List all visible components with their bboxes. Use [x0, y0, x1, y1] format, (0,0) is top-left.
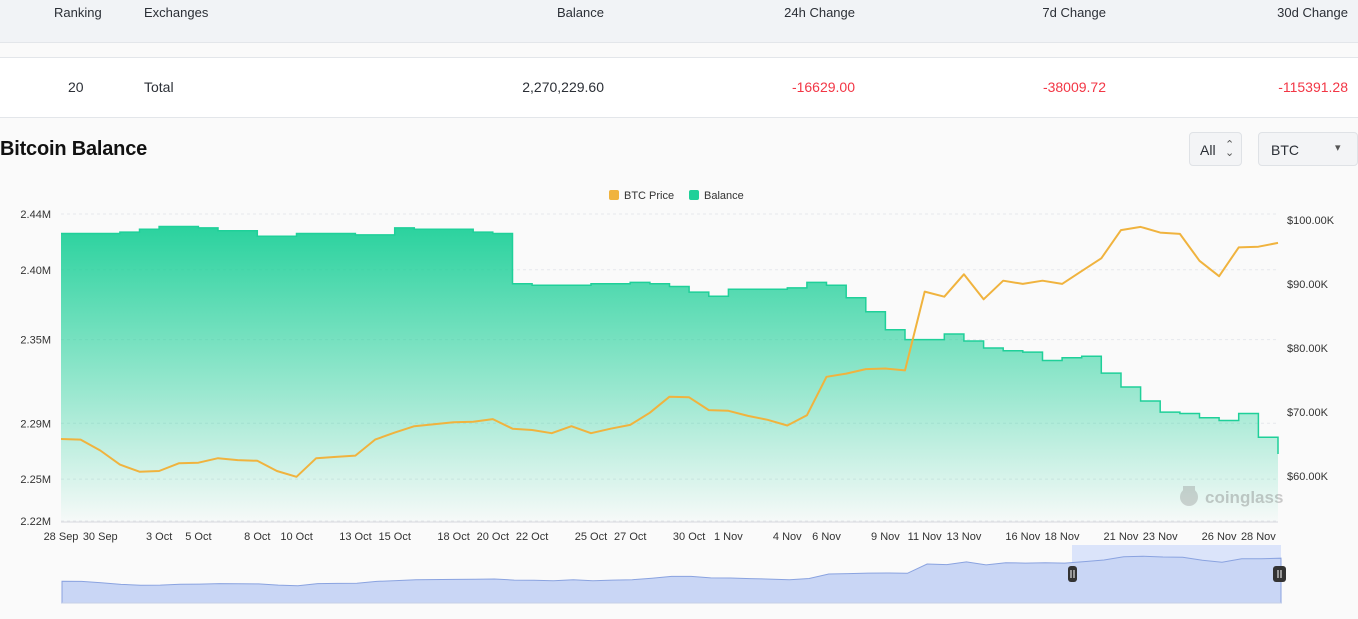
x-tick-label: 30 Oct: [673, 531, 705, 543]
legend-balance-swatch[interactable]: [689, 190, 699, 200]
row-24h-change: -16629.00: [791, 79, 855, 95]
overview-area: [61, 555, 1282, 604]
x-tick-label: 18 Oct: [437, 531, 469, 543]
chart-series: [60, 225, 1279, 521]
col-7d-change[interactable]: 7d Change: [1042, 5, 1106, 20]
x-tick-label: 8 Oct: [244, 531, 270, 543]
chart-title: Bitcoin Balance: [0, 138, 148, 160]
y-right-tick-label: $60.00K: [1287, 471, 1329, 483]
x-tick-label: 4 Nov: [773, 531, 802, 543]
x-tick-label: 3 Oct: [146, 531, 172, 543]
x-tick-label: 26 Nov: [1202, 531, 1237, 543]
x-tick-label: 28 Sep: [44, 531, 79, 543]
col-30d-change[interactable]: 30d Change: [1277, 5, 1348, 20]
x-tick-label: 5 Oct: [185, 531, 211, 543]
x-tick-label: 20 Oct: [477, 531, 509, 543]
row-balance: 2,270,229.60: [522, 79, 604, 95]
y-right-tick-label: $80.00K: [1287, 343, 1329, 355]
unit-select-value: BTC: [1271, 142, 1299, 158]
y-right-tick-label: $90.00K: [1287, 279, 1329, 291]
x-tick-label: 15 Oct: [378, 531, 410, 543]
zoom-handle-left[interactable]: [1068, 566, 1077, 582]
range-select-value: All: [1200, 142, 1216, 158]
x-tick-label: 11 Nov: [908, 531, 943, 543]
x-tick-label: 30 Sep: [83, 531, 118, 543]
zoom-slider[interactable]: [61, 545, 1286, 604]
x-tick-label: 28 Nov: [1241, 531, 1276, 543]
y-left-tick-label: 2.25M: [20, 474, 51, 486]
y-axis-right: $100.00K $90.00K $80.00K $70.00K $60.00K: [1287, 215, 1335, 483]
y-left-tick-label: 2.35M: [20, 335, 51, 347]
x-axis: 28 Sep 30 Sep 3 Oct 5 Oct 8 Oct 10 Oct 13 Oct 1…: [44, 521, 1278, 543]
x-tick-label: 6 Nov: [812, 531, 841, 543]
coinglass-logo-icon: [1180, 486, 1198, 506]
caret-down-icon: ▾: [1335, 142, 1341, 154]
x-tick-label: 13 Oct: [339, 531, 371, 543]
y-right-tick-label: $70.00K: [1287, 407, 1329, 419]
x-tick-label: 16 Nov: [1005, 531, 1040, 543]
y-left-tick-label: 2.44M: [20, 209, 51, 221]
x-tick-label: 21 Nov: [1104, 531, 1139, 543]
range-select[interactable]: All ⌃ ⌄: [1189, 132, 1242, 166]
x-tick-label: 23 Nov: [1143, 531, 1178, 543]
col-ranking[interactable]: Ranking: [54, 5, 102, 20]
x-tick-label: 22 Oct: [516, 531, 548, 543]
zoom-handle-right[interactable]: [1273, 566, 1286, 582]
row-7d-change: -38009.72: [1042, 79, 1106, 95]
y-left-tick-label: 2.22M: [20, 516, 51, 528]
row-30d-change: -115391.28: [1278, 79, 1348, 95]
x-tick-label: 10 Oct: [280, 531, 312, 543]
table-row-total: 20 Total 2,270,229.60 -16629.00 -38009.7…: [0, 57, 1358, 118]
x-tick-label: 9 Nov: [871, 531, 900, 543]
x-tick-label: 18 Nov: [1045, 531, 1080, 543]
x-tick-label: 13 Nov: [947, 531, 982, 543]
legend-balance-label[interactable]: Balance: [704, 190, 744, 202]
up-down-chevron-icon: ⌃ ⌄: [1225, 139, 1235, 159]
y-right-tick-label: $100.00K: [1287, 215, 1335, 227]
btc-price-line: [60, 225, 1279, 478]
y-axis-left: 2.44M 2.40M 2.35M 2.29M 2.25M 2.22M: [20, 209, 51, 528]
y-left-tick-label: 2.40M: [20, 265, 51, 277]
x-tick-label: 1 Nov: [714, 531, 743, 543]
table-header: Ranking Exchanges Balance 24h Change 7d …: [0, 0, 1358, 43]
coinglass-watermark: coinglass: [1180, 486, 1283, 507]
y-left-tick-label: 2.29M: [20, 418, 51, 430]
balance-area: [61, 226, 1278, 521]
x-tick-label: 25 Oct: [575, 531, 607, 543]
balance-line: [61, 225, 1279, 454]
row-ranking: 20: [68, 79, 84, 95]
row-exchange: Total: [144, 79, 174, 95]
legend-btc-price-label[interactable]: BTC Price: [624, 190, 674, 202]
col-exchanges[interactable]: Exchanges: [144, 5, 209, 20]
chart-legend[interactable]: BTC Price Balance: [609, 190, 744, 202]
x-tick-label: 27 Oct: [614, 531, 646, 543]
col-balance[interactable]: Balance: [557, 5, 604, 20]
watermark-text: coinglass: [1205, 488, 1283, 507]
col-24h-change[interactable]: 24h Change: [784, 5, 855, 20]
legend-btc-price-swatch[interactable]: [609, 190, 619, 200]
